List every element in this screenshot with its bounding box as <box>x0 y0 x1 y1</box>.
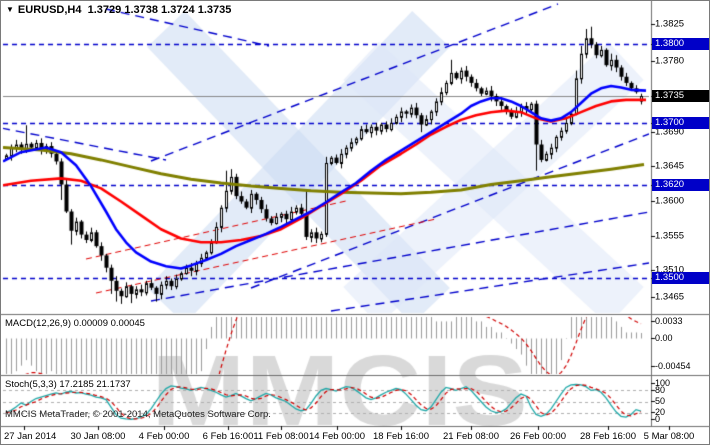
price-axis-label: 1.3465 <box>655 291 685 303</box>
time-axis-label: 21 Feb 08:00 <box>443 431 499 442</box>
price-axis-label: 1.3600 <box>655 195 685 207</box>
macd-indicator-label: MACD(12,26,9) 0.00009 0.00045 <box>5 318 145 329</box>
sr-price-tag: 1.3800 <box>652 38 709 50</box>
stoch-axis-label: 100 <box>655 378 671 388</box>
sr-price-tag: 1.3620 <box>652 179 709 191</box>
time-axis-label: 18 Feb 16:00 <box>373 431 429 442</box>
chart-title: ▼ EURUSD,H4 1.3729 1.3738 1.3724 1.3735 <box>6 4 231 16</box>
time-axis-label: 27 Jan 2014 <box>4 431 57 442</box>
copyright-text: MMCIS MetaTrader, © 2001-2014, MetaQuote… <box>5 409 271 420</box>
time-axis-label: 28 Feb 16:00 <box>580 431 636 442</box>
stoch-axis-label: 0 <box>655 414 661 424</box>
time-axis-label: 5 Mar 08:00 <box>643 431 695 442</box>
time-axis-label: 30 Jan 08:00 <box>70 431 126 442</box>
price-axis-label: 1.3510 <box>655 264 685 276</box>
price-axis-label: 1.3690 <box>655 126 685 138</box>
price-axis-label: 1.3780 <box>655 55 685 67</box>
stoch-indicator-label: Stoch(5,3,3) 17.2185 21.1737 <box>5 379 131 390</box>
time-axis-label: 6 Feb 16:00 <box>202 431 254 442</box>
time-axis-label: 4 Feb 00:00 <box>138 431 190 442</box>
stoch-axis-label: 50 <box>655 396 666 406</box>
macd-axis-label: 0.00 <box>655 333 673 343</box>
sr-price-tag: 1.3500 <box>652 272 709 284</box>
macd-axis-label: -0.00454 <box>655 361 691 371</box>
symbol-period-label: EURUSD,H4 <box>17 4 82 16</box>
time-axis-label: 26 Feb 00:00 <box>510 431 566 442</box>
price-axis-label: 1.3645 <box>655 160 685 172</box>
ohlc-values: 1.3729 1.3738 1.3724 1.3735 <box>87 4 232 16</box>
current-price-tag: 1.3735 <box>652 90 709 102</box>
price-axis-label: 1.3825 <box>655 18 685 30</box>
time-axis-label: 14 Feb 00:00 <box>309 431 365 442</box>
stoch-axis-label: 80 <box>655 385 666 395</box>
time-axis-label: 11 Feb 08:00 <box>253 431 309 442</box>
stoch-axis-label: 20 <box>655 407 666 417</box>
price-axis-label: 1.3555 <box>655 230 685 242</box>
sr-price-tag: 1.3700 <box>652 117 709 129</box>
collapse-arrow-icon[interactable]: ▼ <box>6 5 14 14</box>
macd-axis-label: 0.0033 <box>655 316 683 326</box>
